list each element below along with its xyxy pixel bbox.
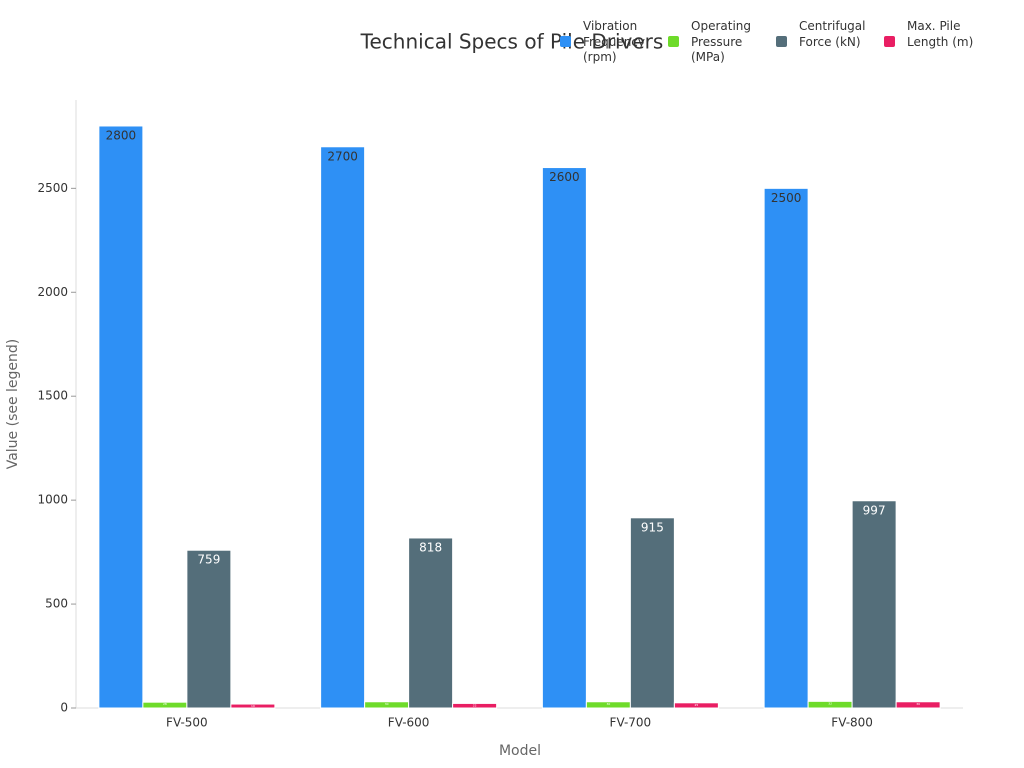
chart-title: Technical Specs of Pile Drivers [360,30,664,54]
y-tick-label: 500 [45,597,68,611]
legend-label: Max. Pile Length (m) [907,19,974,49]
legend-item[interactable]: Vibration Frequency (rpm) [560,19,668,66]
y-tick-label: 0 [60,701,68,715]
legend: Vibration Frequency (rpm) Operating Press… [560,19,992,66]
bar [629,517,675,709]
legend-item[interactable]: Centrifugal Force (kN) [776,19,884,66]
data-label: 28 [163,702,167,706]
data-label: 2700 [327,149,358,163]
x-tick-label: FV-600 [388,716,430,730]
legend-swatch [668,36,679,47]
bar [186,549,232,709]
legend-label: Centrifugal Force (kN) [799,19,866,49]
y-tick-label: 2500 [37,181,68,195]
x-tick-label: FV-800 [831,716,873,730]
bar [230,703,276,709]
data-label: 22 [473,703,477,707]
bar [541,167,587,709]
y-tick-label: 1000 [37,493,68,507]
data-label: 915 [641,520,664,534]
legend-item[interactable]: Operating Pressure (MPa) [668,19,776,66]
bar [452,702,498,709]
data-label: 30 [385,702,389,706]
data-label: 818 [419,540,442,554]
bar [851,500,897,709]
bar [98,125,144,709]
bar [408,537,454,709]
data-label: 25 [694,703,698,707]
legend-swatch [560,36,571,47]
bar [320,146,366,709]
y-axis-label: Value (see legend) [5,339,21,470]
data-label: 2800 [106,128,137,142]
x-tick-label: FV-700 [610,716,652,730]
legend-label: Vibration Frequency (rpm) [583,19,645,64]
data-label: 32 [828,701,832,705]
y-tick-label: 1500 [37,389,68,403]
data-label: 759 [197,553,220,567]
legend-swatch [884,36,895,47]
y-tick-label: 2000 [37,285,68,299]
bar [763,187,809,709]
bar [895,701,941,709]
x-tick-label: FV-500 [166,716,208,730]
legend-swatch [776,36,787,47]
data-label: 2600 [549,170,580,184]
data-label: 30 [916,702,920,706]
data-label: 2500 [771,191,802,205]
data-label: 30 [606,702,610,706]
data-label: 19 [251,704,255,708]
data-label: 997 [863,503,886,517]
legend-label: Operating Pressure (MPa) [691,19,751,64]
legend-item[interactable]: Max. Pile Length (m) [884,19,992,66]
bar [673,702,719,709]
x-axis-label: Model [499,743,541,759]
